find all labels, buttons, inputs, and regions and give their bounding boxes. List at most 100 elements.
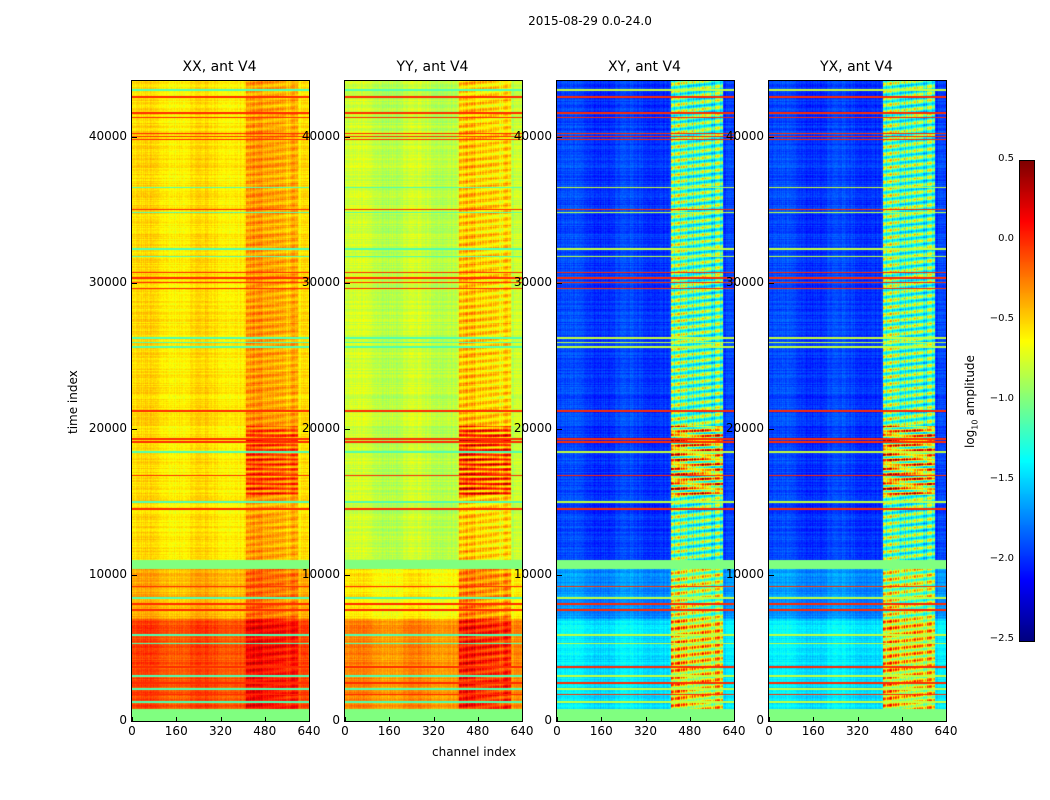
y-tick-mark: [132, 574, 137, 576]
x-tick-mark: [857, 717, 859, 721]
y-tick-label: 30000: [513, 274, 552, 289]
x-tick-label: 320: [209, 724, 232, 738]
y-tick-mark: [132, 428, 137, 430]
x-tick-mark: [264, 717, 266, 721]
colorbar-tick-label: −1.5: [989, 473, 1014, 484]
x-axis-label: channel index: [432, 745, 517, 759]
y-tick-label: 40000: [88, 128, 127, 143]
y-tick-label: 20000: [88, 420, 127, 435]
x-tick-label: 160: [164, 724, 188, 738]
x-tick-label: 160: [377, 724, 401, 738]
x-tick-mark: [389, 717, 391, 721]
y-tick-label: 0: [119, 713, 127, 727]
x-tick-mark: [557, 717, 558, 721]
x-tick-label: 0: [765, 724, 773, 738]
x-tick-mark: [176, 717, 178, 721]
y-tick-label: 10000: [88, 566, 127, 581]
x-tick-label: 480: [890, 724, 914, 738]
y-tick-label: 20000: [513, 420, 552, 435]
y-tick-label: 40000: [725, 128, 764, 143]
x-tick-mark: [769, 717, 770, 721]
colorbar-tick-label: −2.0: [989, 553, 1014, 564]
x-tick-mark: [734, 717, 735, 721]
colorbar-tick-label: −0.5: [989, 313, 1014, 324]
colorbar-tick-label: −1.0: [989, 393, 1014, 404]
y-tick-mark: [769, 428, 774, 430]
y-tick-label: 30000: [301, 274, 340, 289]
y-tick-label: 40000: [513, 128, 552, 143]
y-tick-mark: [557, 721, 562, 722]
x-tick-label: 480: [466, 724, 490, 738]
y-tick-mark: [557, 282, 562, 284]
y-tick-label: 10000: [513, 566, 552, 581]
y-tick-mark: [345, 721, 350, 722]
heatmap-xy: [556, 80, 735, 722]
x-tick-mark: [813, 717, 815, 721]
y-axis-label: time index: [66, 370, 80, 434]
y-tick-mark: [345, 282, 350, 284]
y-tick-label: 20000: [301, 420, 340, 435]
colorbar-label: log10 amplitude: [963, 355, 980, 448]
x-tick-mark: [522, 717, 523, 721]
y-tick-mark: [132, 282, 137, 284]
panel-title: XX, ant V4: [182, 59, 257, 75]
y-tick-mark: [557, 428, 562, 430]
panel-title: YX, ant V4: [820, 59, 893, 75]
x-tick-label: 640: [510, 724, 534, 738]
x-tick-label: 480: [678, 724, 702, 738]
x-tick-label: 320: [634, 724, 657, 738]
panel-title: XY, ant V4: [608, 59, 681, 75]
y-tick-mark: [345, 428, 350, 430]
y-tick-label: 10000: [301, 566, 340, 581]
y-tick-label: 30000: [88, 274, 127, 289]
x-tick-label: 160: [589, 724, 613, 738]
x-tick-label: 320: [846, 724, 869, 738]
heatmap-xx: [131, 80, 310, 722]
y-tick-label: 40000: [301, 128, 340, 143]
x-tick-mark: [601, 717, 603, 721]
x-tick-mark: [477, 717, 479, 721]
colorbar-tick-label: −2.5: [989, 633, 1014, 644]
x-tick-label: 160: [801, 724, 825, 738]
colorbar: [1019, 160, 1035, 642]
y-tick-mark: [769, 136, 774, 138]
heatmap-yy: [344, 80, 523, 722]
heatmap-yx: [768, 80, 947, 722]
y-tick-label: 0: [332, 713, 340, 727]
x-tick-label: 0: [341, 724, 349, 738]
y-tick-mark: [557, 136, 562, 138]
y-tick-mark: [132, 136, 137, 138]
x-tick-label: 320: [422, 724, 445, 738]
x-tick-label: 0: [553, 724, 561, 738]
figure-title: 2015-08-29 0.0-24.0: [528, 14, 652, 28]
x-tick-mark: [645, 717, 647, 721]
x-tick-label: 480: [253, 724, 277, 738]
y-tick-mark: [345, 136, 350, 138]
y-tick-mark: [557, 574, 562, 576]
colorbar-tick-label: 0.5: [998, 153, 1014, 164]
x-tick-label: 640: [722, 724, 746, 738]
panel-title: YY, ant V4: [396, 59, 469, 75]
y-tick-mark: [769, 282, 774, 284]
x-tick-label: 640: [297, 724, 321, 738]
y-tick-label: 0: [544, 713, 552, 727]
colorbar-tick-label: 0.0: [998, 233, 1014, 244]
x-tick-label: 640: [934, 724, 958, 738]
x-tick-mark: [309, 717, 310, 721]
x-tick-mark: [132, 717, 133, 721]
y-tick-mark: [132, 721, 137, 722]
y-tick-label: 10000: [725, 566, 764, 581]
x-tick-mark: [345, 717, 346, 721]
y-tick-label: 0: [756, 713, 764, 727]
x-tick-mark: [689, 717, 691, 721]
x-tick-mark: [946, 717, 947, 721]
x-tick-label: 0: [128, 724, 136, 738]
y-tick-mark: [345, 574, 350, 576]
x-tick-mark: [433, 717, 435, 721]
x-tick-mark: [901, 717, 903, 721]
y-tick-mark: [769, 574, 774, 576]
x-tick-mark: [220, 717, 222, 721]
y-tick-mark: [769, 721, 774, 722]
y-tick-label: 30000: [725, 274, 764, 289]
y-tick-label: 20000: [725, 420, 764, 435]
